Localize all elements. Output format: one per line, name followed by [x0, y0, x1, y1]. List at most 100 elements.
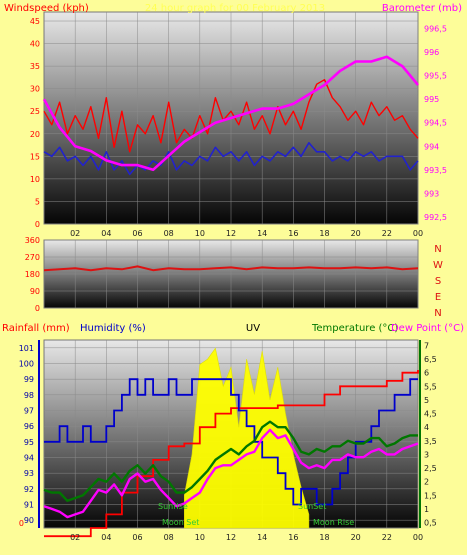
tick-temp-5: 3	[424, 450, 429, 459]
rainfall-axis-title: Rainfall (mm)	[2, 323, 70, 334]
xtick-3-08: 08	[164, 533, 174, 542]
tick-wind-20: 20	[30, 130, 40, 139]
dewpoint-axis-title: Dew Point (°C)	[391, 323, 464, 334]
tick-temp-10: 5,5	[424, 382, 437, 391]
tick-wind-40: 40	[30, 40, 40, 49]
temperature-line	[43, 420, 418, 502]
xtick-3-02: 02	[70, 533, 80, 542]
wind-direction-line	[43, 265, 419, 272]
tick-dir-270: 270	[25, 253, 40, 262]
rainfall-line	[44, 370, 419, 538]
tick-dir-180: 180	[25, 270, 40, 279]
tick-baro-0: 992,5	[424, 213, 447, 222]
rain-hum-temp-marks	[43, 347, 419, 538]
tick-dir-0: 0	[35, 304, 40, 313]
tick-temp-3: 2	[424, 478, 429, 487]
tick-hum-93: 93	[24, 469, 34, 478]
xtick-1-06: 06	[132, 229, 142, 238]
tick-wind-5: 5	[35, 197, 40, 206]
tick-temp-11: 6	[424, 369, 429, 378]
tick-temp-1: 1	[424, 505, 429, 514]
dir-label-e: E	[435, 292, 441, 303]
moonset-label: Moon Set	[162, 518, 199, 527]
xtick-3-06: 06	[132, 533, 142, 542]
dewpoint-line	[43, 428, 419, 519]
xtick-1-00: 00	[413, 229, 423, 238]
wind-direction-marks	[43, 265, 419, 272]
tick-wind-35: 35	[30, 62, 40, 71]
xtick-3-22: 22	[382, 533, 392, 542]
tick-baro-7: 996	[424, 48, 439, 57]
wind-baro-ticks: 0 5 10 15 20 25 30 35 40 45 992,5 993 993,5 994 994,5 9…	[30, 17, 447, 238]
tick-temp-8: 4,5	[424, 410, 437, 419]
average-wind-line	[43, 142, 419, 176]
tick-temp-13: 7	[424, 341, 429, 350]
sunrise-label: Sunrise	[158, 502, 188, 511]
tick-dir-90: 90	[30, 287, 40, 296]
tick-baro-5: 995	[424, 95, 439, 104]
tick-baro-4: 994,5	[424, 119, 447, 128]
tick-wind-15: 15	[30, 152, 40, 161]
xtick-1-18: 18	[319, 229, 329, 238]
humidity-axis-title: Humidity (%)	[80, 323, 146, 334]
xtick-3-18: 18	[319, 533, 329, 542]
tick-hum-95: 95	[24, 438, 34, 447]
wind-direction-ticks: 0 90 180 270 360	[25, 236, 40, 313]
tick-hum-98: 98	[24, 391, 34, 400]
xtick-3-10: 10	[195, 533, 205, 542]
xtick-3-14: 14	[257, 533, 267, 542]
xtick-3-20: 20	[351, 533, 361, 542]
moonrise-label: Moon Rise	[313, 518, 354, 527]
xtick-1-16: 16	[288, 229, 298, 238]
rain-hum-temp-ticks: 909192939495969798991001010,511,522,533,…	[19, 340, 437, 542]
xtick-1-08: 08	[164, 229, 174, 238]
xtick-3-00: 00	[413, 533, 423, 542]
dir-label-w: W	[433, 260, 443, 271]
tick-hum-96: 96	[24, 422, 34, 431]
tick-baro-2: 993,5	[424, 166, 447, 175]
dir-label-n-top: N	[434, 244, 441, 255]
sunset-label: SunSet	[298, 502, 326, 511]
xtick-1-10: 10	[195, 229, 205, 238]
barometer-line	[42, 55, 420, 172]
tick-hum-101: 101	[19, 344, 34, 353]
uv-axis-title: UV	[246, 323, 260, 334]
tick-temp-2: 1,5	[424, 491, 437, 500]
tick-wind-30: 30	[30, 85, 40, 94]
dir-label-s: S	[435, 276, 441, 287]
tick-temp-0: 0,5	[424, 519, 437, 528]
tick-temp-7: 4	[424, 423, 429, 432]
tick-baro-8: 996,5	[424, 24, 447, 33]
xtick-3-04: 04	[101, 533, 111, 542]
tick-wind-0: 0	[35, 220, 40, 229]
xtick-1-14: 14	[257, 229, 267, 238]
xtick-1-02: 02	[70, 229, 80, 238]
tick-temp-12: 6,5	[424, 355, 437, 364]
tick-hum-91: 91	[24, 501, 34, 510]
wind-baro-marks	[42, 55, 420, 176]
dir-label-n-bottom: N	[434, 308, 441, 319]
barometer-axis-title: Barometer (mb)	[382, 3, 462, 14]
tick-hum-90: 90	[24, 516, 34, 525]
tick-hum-100: 100	[19, 360, 34, 369]
tick-temp-9: 5	[424, 396, 429, 405]
temperature-axis-title: Temperature (°C)	[311, 323, 398, 334]
xtick-1-22: 22	[382, 229, 392, 238]
tick-hum-92: 92	[24, 485, 34, 494]
tick-rain-0: 0	[19, 519, 24, 528]
windspeed-line	[43, 78, 419, 153]
uv-area	[184, 347, 310, 529]
windspeed-axis-title: Windspeed (kph)	[4, 3, 89, 14]
xtick-1-04: 04	[101, 229, 111, 238]
xtick-3-16: 16	[288, 533, 298, 542]
tick-dir-360: 360	[25, 236, 40, 245]
xtick-1-20: 20	[351, 229, 361, 238]
tick-wind-25: 25	[30, 107, 40, 116]
tick-wind-45: 45	[30, 17, 40, 26]
tick-temp-4: 2,5	[424, 464, 437, 473]
tick-wind-10: 10	[30, 175, 40, 184]
xtick-3-12: 12	[226, 533, 236, 542]
tick-baro-1: 993	[424, 189, 439, 198]
tick-hum-97: 97	[24, 407, 34, 416]
